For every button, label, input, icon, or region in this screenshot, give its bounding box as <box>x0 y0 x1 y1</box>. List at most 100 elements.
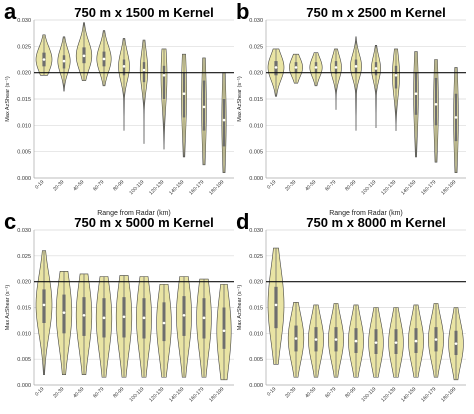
x-tick-label: 160-179 <box>188 386 205 403</box>
violin-iqr-box <box>182 72 186 118</box>
y-tick-label: 0.025 <box>249 44 263 50</box>
x-tick-label: 0-19 <box>266 386 277 397</box>
x-tick-label: 20-39 <box>52 179 65 192</box>
violin-iqr-box <box>434 77 438 126</box>
y-tick-label: 0.025 <box>249 254 263 260</box>
violin-a-8 <box>201 57 207 166</box>
y-tick-label: 0.030 <box>249 228 263 234</box>
violin-median-dot <box>122 315 126 319</box>
chart-panel-d: 0.000 0.005 0.010 0.015 0.020 0.025 0.030 0-19 2… <box>236 209 466 403</box>
violin-median-dot <box>162 74 166 77</box>
violin-b-6 <box>392 48 400 131</box>
violin-median-dot <box>182 92 186 96</box>
y-tick-label: 0.010 <box>249 331 263 337</box>
x-tick-label: 160-179 <box>188 179 205 196</box>
violin-median-dot <box>334 338 338 341</box>
panel-title: 750 m x 1500 m Kernel <box>74 5 213 20</box>
y-tick-label: 0.000 <box>249 176 263 182</box>
violin-a-4 <box>118 38 130 131</box>
violin-median-dot <box>142 316 146 320</box>
violin-median-dot <box>314 66 318 69</box>
violin-d-7 <box>408 304 424 378</box>
y-tick-label: 0.015 <box>249 97 263 103</box>
violin-median-dot <box>374 67 378 70</box>
violin-d-2 <box>308 304 324 378</box>
violin-median-dot <box>434 338 438 341</box>
violin-d-9 <box>448 307 464 381</box>
y-tick-label: 0.010 <box>17 331 31 337</box>
violin-d-3 <box>328 303 344 378</box>
violin-a-7 <box>181 53 187 158</box>
violin-c-7 <box>176 276 192 378</box>
y-tick-label: 0.020 <box>17 280 31 286</box>
x-axis-label: Range from Radar (km) <box>329 210 403 217</box>
violin-d-4 <box>348 304 364 378</box>
violin-median-dot <box>354 65 358 68</box>
x-axis-label: Range from Radar (km) <box>97 210 171 217</box>
violin-median-dot <box>294 337 298 340</box>
y-tick-label: 0.010 <box>249 123 263 129</box>
violin-median-dot <box>102 316 106 320</box>
violin-c-2 <box>75 273 93 375</box>
violin-median-dot <box>454 116 458 119</box>
violin-c-6 <box>156 283 172 378</box>
violin-median-dot <box>182 313 186 317</box>
y-axis-label: Max AzShear (s⁻¹) <box>5 76 11 122</box>
chart-panel-a: 0.000 0.005 0.010 0.015 0.020 0.025 0.030 0-19 2… <box>4 0 234 217</box>
violin-median-dot <box>274 66 278 69</box>
x-tick-label: 80-99 <box>344 179 357 192</box>
violin-a-6 <box>160 48 168 150</box>
violin-iqr-box <box>274 286 278 329</box>
y-tick-label: 0.005 <box>249 150 263 156</box>
panel-title: 750 m x 2500 m Kernel <box>306 5 445 20</box>
violin-median-dot <box>122 65 126 68</box>
y-tick-label: 0.030 <box>17 18 31 24</box>
violin-median-dot <box>334 66 338 69</box>
violin-c-8 <box>196 278 212 378</box>
violin-iqr-box <box>394 65 398 89</box>
violin-b-9 <box>453 67 459 174</box>
violin-c-0 <box>35 250 53 375</box>
violin-median-dot <box>354 339 358 343</box>
x-tick-label: 60-79 <box>92 386 105 399</box>
violin-median-dot <box>222 118 226 122</box>
violin-a-0 <box>35 34 53 76</box>
x-tick-label: 100-119 <box>360 386 377 403</box>
y-tick-label: 0.005 <box>249 357 263 363</box>
x-tick-label: 20-39 <box>284 386 297 399</box>
violin-median-dot <box>274 303 278 307</box>
violin-c-4 <box>115 275 133 378</box>
violin-median-dot <box>454 342 458 345</box>
violin-median-dot <box>142 68 146 72</box>
y-tick-label: 0.020 <box>249 71 263 77</box>
chart-panel-b: 0.000 0.005 0.010 0.015 0.020 0.025 0.030 0-19 2… <box>236 0 466 217</box>
y-tick-label: 0.005 <box>17 357 31 363</box>
violin-c-1 <box>55 271 73 375</box>
violin-median-dot <box>202 105 206 109</box>
violin-d-6 <box>388 307 404 378</box>
violin-iqr-box <box>162 65 166 99</box>
x-tick-label: 100-119 <box>128 386 145 403</box>
y-tick-label: 0.005 <box>17 150 31 156</box>
violin-median-dot <box>62 311 66 314</box>
x-tick-label: 120-139 <box>148 386 165 403</box>
y-tick-label: 0.015 <box>249 306 263 312</box>
violin-b-8 <box>433 59 439 163</box>
violin-iqr-box <box>202 80 206 131</box>
violin-a-3 <box>96 30 112 87</box>
violin-a-5 <box>139 39 149 144</box>
panel-letter: a <box>4 0 17 24</box>
x-tick-label: 100-119 <box>128 179 145 196</box>
panel-title: 750 m x 5000 m Kernel <box>74 215 213 230</box>
x-tick-label: 40-59 <box>304 179 317 192</box>
x-tick-label: 140-159 <box>400 179 417 196</box>
violin-c-9 <box>216 283 232 381</box>
y-tick-label: 0.025 <box>17 254 31 260</box>
y-axis-label: Max AzShear (s⁻¹) <box>237 285 243 331</box>
y-tick-label: 0.010 <box>17 123 31 129</box>
violin-median-dot <box>202 316 206 320</box>
y-axis-label: Max AzShear (s⁻¹) <box>237 76 243 122</box>
x-tick-label: 0-19 <box>266 179 277 190</box>
violin-median-dot <box>42 58 46 61</box>
